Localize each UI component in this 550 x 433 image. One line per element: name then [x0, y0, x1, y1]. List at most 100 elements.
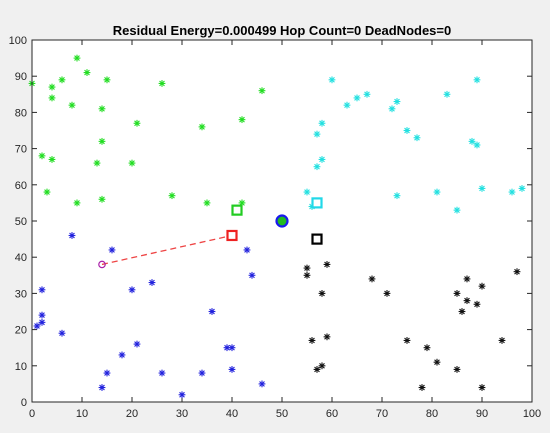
- node-marker: [323, 333, 331, 341]
- node-marker: [418, 384, 426, 391]
- node-marker: [343, 101, 351, 109]
- node-marker: [48, 156, 56, 163]
- node-marker: [473, 300, 481, 308]
- node-marker: [393, 98, 401, 105]
- node-marker: [518, 185, 526, 192]
- node-marker: [403, 127, 411, 134]
- node-marker: [43, 188, 51, 196]
- node-marker: [38, 311, 46, 319]
- chart-title: Residual Energy=0.000499 Hop Count=0 Dea…: [113, 23, 452, 38]
- cluster-head-marker: [311, 197, 323, 209]
- node-marker: [148, 279, 156, 286]
- y-tick-label: 20: [15, 325, 27, 337]
- node-marker: [423, 344, 431, 352]
- node-marker: [313, 163, 321, 171]
- x-tick-label: 20: [126, 408, 138, 420]
- y-tick-label: 80: [15, 107, 27, 119]
- x-tick-label: 30: [176, 408, 188, 420]
- node-marker: [128, 286, 136, 294]
- x-tick-label: 80: [426, 408, 438, 420]
- node-marker: [83, 69, 91, 76]
- node-marker: [453, 290, 461, 297]
- node-marker: [98, 384, 106, 391]
- node-marker: [258, 87, 266, 95]
- node-marker: [203, 199, 211, 207]
- node-marker: [93, 159, 101, 167]
- node-marker: [73, 199, 81, 207]
- y-tick-label: 50: [15, 216, 27, 228]
- node-marker: [318, 290, 326, 297]
- node-marker: [133, 340, 141, 348]
- node-marker: [453, 206, 461, 214]
- cluster-head-marker: [311, 233, 323, 245]
- node-marker: [38, 286, 46, 294]
- node-marker: [48, 83, 56, 91]
- node-marker: [478, 185, 486, 192]
- node-marker: [508, 188, 516, 196]
- node-marker: [103, 76, 111, 84]
- x-tick-label: 60: [326, 408, 338, 420]
- node-marker: [128, 159, 136, 167]
- node-marker: [323, 261, 331, 268]
- cluster-heads: [226, 197, 323, 245]
- node-marker: [318, 119, 326, 127]
- x-tick-label: 50: [276, 408, 288, 420]
- route-line: [101, 234, 233, 266]
- node-marker: [33, 322, 41, 330]
- node-marker: [458, 308, 466, 315]
- node-marker: [68, 232, 76, 239]
- node-marker: [38, 318, 46, 326]
- node-marker: [108, 246, 116, 254]
- node-marker: [73, 54, 81, 62]
- node-marker: [353, 94, 361, 102]
- route-source-marker: [98, 260, 106, 269]
- x-axis-ticks: 0 10 20 30 40 50 60 70 80 90 100: [29, 40, 541, 420]
- node-marker: [303, 271, 311, 279]
- node-marker: [38, 152, 46, 160]
- node-marker: [103, 369, 111, 377]
- node-marker: [168, 192, 176, 200]
- node-marker: [158, 369, 166, 377]
- node-marker: [513, 268, 521, 276]
- node-marker: [433, 188, 441, 196]
- node-marker: [98, 137, 106, 145]
- cluster-head-marker: [226, 229, 238, 242]
- node-marker: [258, 380, 266, 388]
- node-marker: [383, 290, 391, 297]
- base-station-marker: [275, 214, 289, 228]
- node-marker: [313, 366, 321, 373]
- node-marker: [48, 94, 56, 102]
- node-marker: [443, 90, 451, 98]
- x-tick-label: 40: [226, 408, 238, 420]
- node-marker: [453, 366, 461, 373]
- base-station-layer: [275, 214, 289, 228]
- node-marker: [118, 351, 126, 359]
- node-marker: [178, 391, 186, 399]
- y-tick-label: 70: [15, 144, 27, 156]
- sensor-nodes: [28, 54, 526, 399]
- y-tick-label: 100: [9, 35, 27, 47]
- node-marker: [208, 308, 216, 315]
- node-marker: [228, 344, 236, 352]
- y-tick-label: 40: [15, 252, 27, 264]
- x-tick-label: 0: [29, 408, 35, 420]
- y-tick-label: 0: [21, 397, 27, 409]
- node-marker: [478, 282, 486, 290]
- node-marker: [473, 141, 481, 149]
- node-marker: [238, 116, 246, 124]
- y-tick-label: 60: [15, 180, 27, 192]
- node-marker: [198, 369, 206, 377]
- node-marker: [98, 195, 106, 203]
- node-marker: [133, 119, 141, 127]
- cluster-head-marker: [231, 204, 243, 216]
- route-layer: [98, 234, 233, 269]
- node-marker: [473, 76, 481, 84]
- x-tick-label: 70: [376, 408, 388, 420]
- node-marker: [393, 192, 401, 200]
- node-marker: [363, 90, 371, 98]
- node-marker: [388, 105, 396, 113]
- node-marker: [368, 275, 376, 283]
- x-tick-label: 100: [523, 408, 541, 420]
- y-tick-label: 90: [15, 71, 27, 83]
- node-marker: [468, 137, 476, 145]
